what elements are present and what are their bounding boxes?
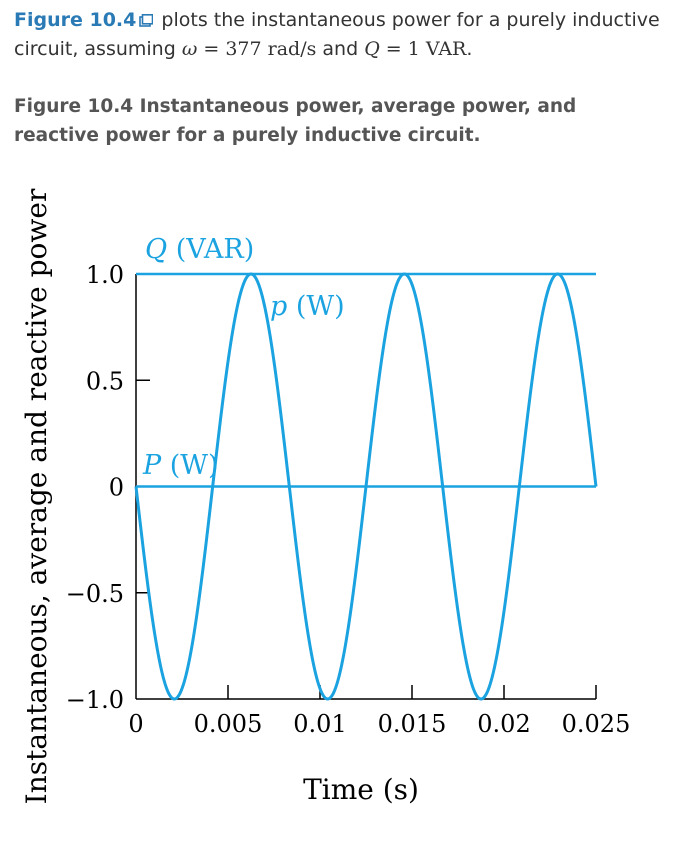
y-axis-label: Instantaneous, average and reactive powe…: [20, 188, 53, 804]
intro-paragraph: Figure 10.4 plots the instantaneous powe…: [14, 6, 674, 64]
intro-and: and: [316, 38, 365, 60]
q-var-label: Q (VAR): [145, 234, 254, 265]
chart-ticks: 1.00.50−0.5−1.00 0.005 0.01 0.015 0.02 0.025: [66, 261, 631, 738]
power-chart: 1.00.50−0.5−1.00 0.005 0.01 0.015 0.02 0.025 …: [20, 188, 631, 806]
x-tick-label: 0.015: [378, 710, 447, 738]
p-instant-curve: [134, 272, 598, 701]
omega-value: 377 rad/s: [225, 38, 317, 60]
q-value: 1 VAR: [407, 38, 467, 60]
intro-text: plots the instantaneous power for a pure…: [14, 9, 660, 60]
y-tick-label: −0.5: [66, 580, 124, 608]
y-tick-label: −1.0: [66, 686, 124, 714]
q-symbol: Q: [364, 38, 380, 60]
chart-series: [134, 272, 598, 701]
x-axis-label: Time (s): [303, 773, 419, 806]
figure-link[interactable]: Figure 10.4: [14, 9, 137, 31]
y-tick-label: 1.0: [86, 261, 124, 289]
p-instant-label: p (W): [270, 291, 345, 322]
x-tick-label: 0: [128, 710, 143, 738]
y-tick-label: 0.5: [86, 367, 124, 395]
intro-period: .: [466, 38, 473, 60]
chart-labels: Q (VAR) p (W) P (W) Time (s) Instantaneous, …: [20, 188, 419, 806]
omega-symbol: ω: [181, 38, 198, 60]
x-tick-label: 0.005: [194, 710, 263, 738]
external-link-icon[interactable]: [139, 14, 154, 27]
x-tick-label: 0.025: [562, 710, 631, 738]
equals-sign: =: [197, 38, 226, 60]
p-avg-label: P (W): [142, 450, 219, 481]
equals-sign-2: =: [379, 38, 408, 60]
x-tick-label: 0.01: [293, 710, 346, 738]
figure-caption: Figure 10.4 Instantaneous power, average…: [14, 96, 577, 146]
y-tick-label: 0: [109, 474, 124, 502]
x-tick-label: 0.02: [477, 710, 530, 738]
